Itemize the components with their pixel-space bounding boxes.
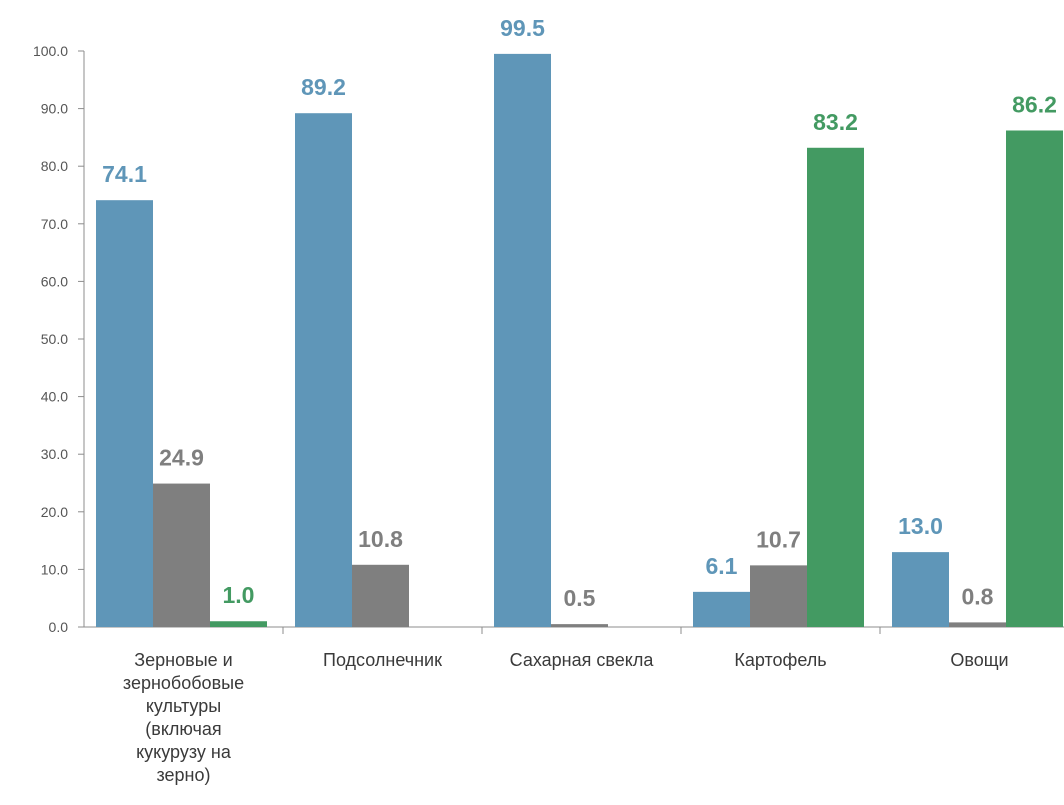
y-tick-label: 60.0	[41, 273, 68, 289]
y-tick-label: 80.0	[41, 158, 68, 174]
data-label: 83.2	[813, 109, 858, 135]
y-tick-label: 70.0	[41, 216, 68, 232]
data-label: 6.1	[706, 553, 738, 579]
x-category-label: Картофель	[734, 650, 826, 670]
x-category-label: Овощи	[950, 650, 1008, 670]
y-tick-label: 40.0	[41, 389, 68, 405]
data-label: 74.1	[102, 161, 147, 187]
y-tick-label: 30.0	[41, 446, 68, 462]
data-label: 24.9	[159, 445, 204, 471]
bar	[892, 552, 949, 627]
chart-category-labels: Зерновые и зернобобовые культуры (включая ку…	[123, 650, 1009, 785]
data-label: 10.7	[756, 526, 801, 552]
bar	[750, 565, 807, 627]
y-tick-label: 20.0	[41, 504, 68, 520]
bar	[352, 564, 409, 627]
bar	[693, 591, 750, 627]
bar	[949, 622, 1006, 627]
data-label: 13.0	[898, 513, 943, 539]
x-category-label: Зерновые и зернобобовые культуры (включая ку…	[123, 650, 244, 785]
y-tick-label: 10.0	[41, 561, 68, 577]
bar	[494, 53, 551, 627]
y-tick-label: 90.0	[41, 101, 68, 117]
y-tick-label: 100.0	[33, 43, 68, 59]
bar	[807, 147, 864, 627]
bar	[96, 200, 153, 627]
data-label: 10.8	[358, 526, 403, 552]
data-label: 99.5	[500, 15, 545, 41]
bar	[1006, 130, 1063, 627]
data-label: 0.5	[564, 585, 596, 611]
chart-axes: 0.0 10.0 20.0 30.0 40.0 50.0 60.0 70.0 80.0 90.0 1…	[33, 43, 1064, 635]
chart-bars	[96, 53, 1063, 627]
y-tick-label: 50.0	[41, 331, 68, 347]
y-tick-label: 0.0	[49, 619, 69, 635]
chart-data-labels: 74.1 89.2 99.5 6.1 13.0 24.9 10.8 0.5 10.7 0.8 1.0…	[102, 15, 1057, 611]
bar	[295, 113, 352, 627]
data-label: 1.0	[223, 582, 255, 608]
x-category-label: Подсолнечник	[323, 650, 442, 670]
x-category-label: Сахарная свекла	[510, 650, 655, 670]
data-label: 86.2	[1012, 91, 1057, 117]
bar	[153, 483, 210, 627]
data-label: 89.2	[301, 74, 346, 100]
bar	[551, 624, 608, 627]
bar	[210, 621, 267, 627]
data-label: 0.8	[962, 583, 994, 609]
